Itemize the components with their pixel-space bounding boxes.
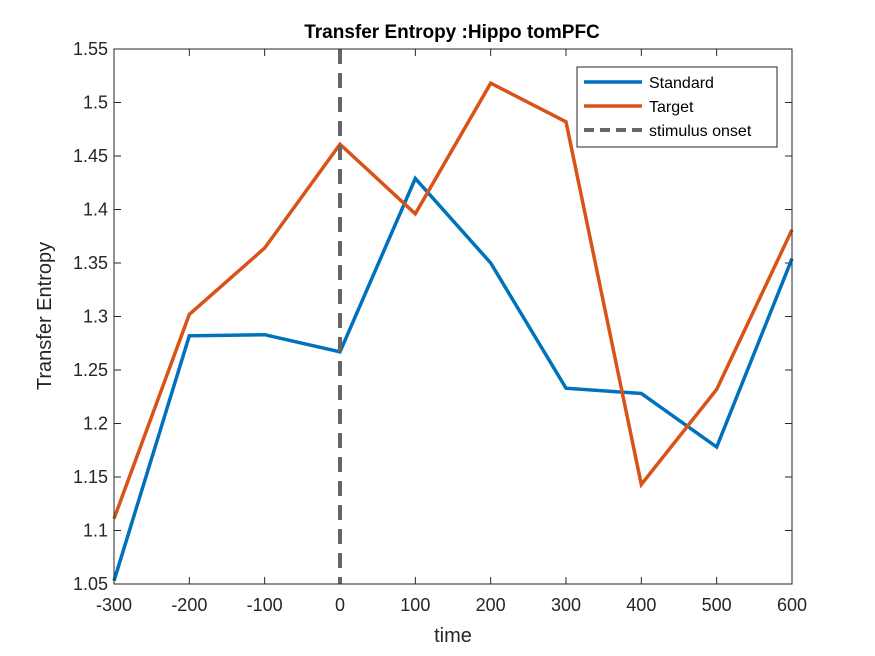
legend-label: Target [649,99,694,116]
axis-ticks: -300 -200 -100 0 100 200 300 400 500 600 1.05 1.1 1.… [73,39,807,615]
y-tick-label: 1.2 [83,414,108,434]
y-tick-label: 1.5 [83,93,108,113]
x-tick-label: 500 [702,595,732,615]
series-lines [112,49,794,584]
y-tick-label: 1.25 [73,360,108,380]
y-tick-label: 1.3 [83,307,108,327]
y-axis-label: Transfer Entropy [34,242,56,390]
x-tick-label: -100 [247,595,283,615]
y-tick-label: 1.4 [83,200,108,220]
x-tick-label: 400 [626,595,656,615]
x-tick-label: -200 [171,595,207,615]
legend: Standard Target stimulus onset [576,66,778,148]
y-tick-label: 1.1 [83,521,108,541]
x-tick-label: 0 [335,595,345,615]
chart-title: Transfer Entropy :Hippo tomPFC [304,22,600,43]
y-tick-label: 1.05 [73,574,108,594]
y-tick-label: 1.55 [73,39,108,59]
x-tick-label: -300 [96,595,132,615]
legend-label: stimulus onset [649,123,752,140]
x-tick-label: 600 [777,595,807,615]
plot-frame [113,48,793,585]
x-tick-label: 200 [476,595,506,615]
y-tick-label: 1.45 [73,146,108,166]
y-tick-label: 1.35 [73,253,108,273]
y-tick-label: 1.15 [73,467,108,487]
series-line-target [112,80,794,520]
x-axis-label: time [434,625,472,647]
x-tick-label: 300 [551,595,581,615]
x-tick-label: 100 [400,595,430,615]
series-line-standard [112,175,794,582]
legend-label: Standard [649,75,714,92]
